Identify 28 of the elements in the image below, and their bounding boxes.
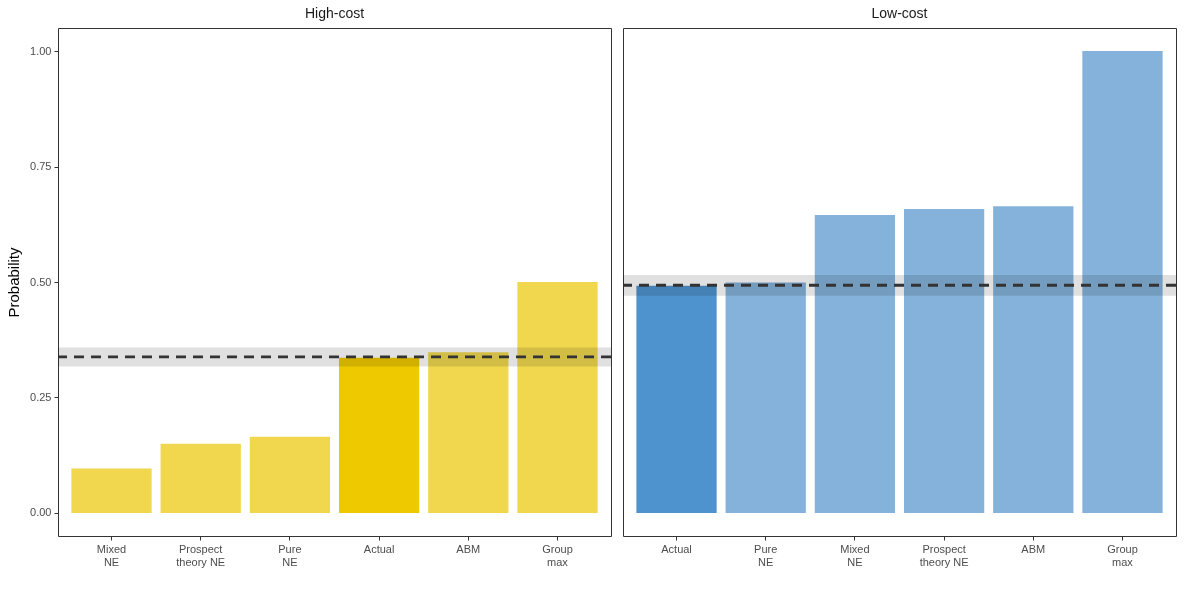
x-tick-label: Actual [363, 542, 395, 555]
x-tick-label: Actual [661, 542, 692, 555]
y-tick-label: 1.00 [30, 44, 52, 57]
bar [903, 209, 985, 513]
x-tick-label: Group max [1107, 542, 1138, 568]
bar [71, 468, 152, 513]
y-axis-title: Probability [5, 246, 23, 318]
y-tick-label: 0.75 [30, 160, 52, 173]
x-tick-label: Group max [542, 542, 573, 568]
y-tick-label: 0.25 [30, 390, 52, 403]
x-tick-label: Mixed NE [840, 542, 870, 568]
bar [517, 282, 598, 513]
y-tick-label: 0.00 [30, 506, 52, 519]
x-tick-label: Prospect theory NE [919, 542, 969, 568]
bar [993, 206, 1074, 513]
x-tick-label: ABM [456, 542, 481, 555]
chart-title: High-cost [304, 5, 365, 21]
chart-title: Low-cost [871, 5, 928, 21]
x-tick-label: Pure NE [754, 542, 778, 568]
bar [160, 443, 241, 513]
x-tick-label: Prospect theory NE [176, 542, 226, 568]
bar [1082, 51, 1163, 513]
bar [814, 215, 896, 513]
bar [249, 436, 331, 513]
x-tick-label: Pure NE [278, 542, 302, 568]
x-tick-label: ABM [1021, 542, 1046, 555]
y-tick-label: 0.50 [30, 275, 52, 288]
x-tick-label: Mixed NE [96, 542, 127, 568]
